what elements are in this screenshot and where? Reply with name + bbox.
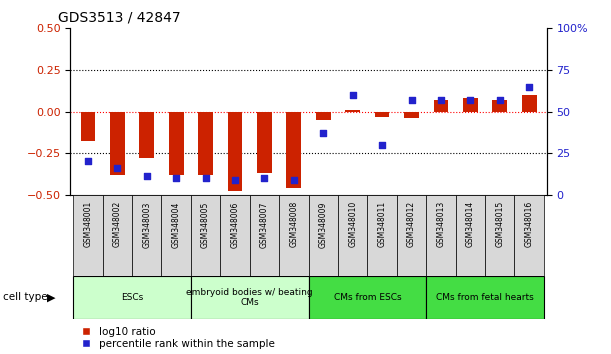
Bar xyxy=(492,100,507,112)
Text: GSM348008: GSM348008 xyxy=(290,201,298,247)
Point xyxy=(289,177,299,183)
Text: CMs from ESCs: CMs from ESCs xyxy=(334,293,401,302)
Text: ▶: ▶ xyxy=(47,292,56,302)
Point xyxy=(171,175,181,181)
Bar xyxy=(191,276,309,319)
Bar xyxy=(198,112,213,175)
Text: cell type: cell type xyxy=(3,292,48,302)
Bar xyxy=(132,195,161,276)
Point xyxy=(495,97,505,103)
Text: embryoid bodies w/ beating
CMs: embryoid bodies w/ beating CMs xyxy=(186,288,313,307)
Text: ESCs: ESCs xyxy=(121,293,143,302)
Text: GDS3513 / 42847: GDS3513 / 42847 xyxy=(58,11,181,25)
Text: GSM348006: GSM348006 xyxy=(230,201,240,247)
Legend: log10 ratio, percentile rank within the sample: log10 ratio, percentile rank within the … xyxy=(76,327,276,349)
Bar xyxy=(309,276,426,319)
Bar xyxy=(404,112,419,118)
Bar xyxy=(463,98,478,112)
Point xyxy=(524,84,534,89)
Text: GSM348001: GSM348001 xyxy=(84,201,92,247)
Bar xyxy=(397,195,426,276)
Point xyxy=(200,175,210,181)
Text: CMs from fetal hearts: CMs from fetal hearts xyxy=(436,293,534,302)
Bar xyxy=(316,112,331,120)
Bar xyxy=(426,276,544,319)
Point xyxy=(83,159,93,164)
Bar xyxy=(522,95,536,112)
Bar xyxy=(73,195,103,276)
Bar xyxy=(191,195,221,276)
Point xyxy=(142,173,152,179)
Bar xyxy=(434,100,448,112)
Bar xyxy=(228,112,243,192)
Bar xyxy=(169,112,183,175)
Point xyxy=(436,97,446,103)
Bar xyxy=(287,112,301,188)
Point xyxy=(318,130,328,136)
Point xyxy=(112,165,122,171)
Bar xyxy=(73,276,191,319)
Point xyxy=(230,177,240,183)
Point xyxy=(466,97,475,103)
Text: GSM348012: GSM348012 xyxy=(407,201,416,247)
Text: GSM348014: GSM348014 xyxy=(466,201,475,247)
Bar xyxy=(221,195,250,276)
Point xyxy=(260,175,269,181)
Text: GSM348009: GSM348009 xyxy=(319,201,327,247)
Bar xyxy=(456,195,485,276)
Bar xyxy=(250,195,279,276)
Bar xyxy=(279,195,309,276)
Bar xyxy=(257,112,272,173)
Point xyxy=(407,97,417,103)
Bar xyxy=(375,112,389,116)
Text: GSM348011: GSM348011 xyxy=(378,201,387,247)
Bar xyxy=(345,110,360,112)
Bar xyxy=(367,195,397,276)
Text: GSM348004: GSM348004 xyxy=(172,201,181,247)
Bar xyxy=(110,112,125,175)
Bar xyxy=(485,195,514,276)
Point xyxy=(377,142,387,148)
Text: GSM348015: GSM348015 xyxy=(496,201,504,247)
Text: GSM348005: GSM348005 xyxy=(201,201,210,247)
Text: GSM348010: GSM348010 xyxy=(348,201,357,247)
Bar xyxy=(161,195,191,276)
Text: GSM348003: GSM348003 xyxy=(142,201,152,247)
Bar xyxy=(139,112,154,158)
Bar xyxy=(514,195,544,276)
Text: GSM348016: GSM348016 xyxy=(525,201,533,247)
Point xyxy=(348,92,357,98)
Bar xyxy=(81,112,95,142)
Bar xyxy=(103,195,132,276)
Bar xyxy=(309,195,338,276)
Text: GSM348013: GSM348013 xyxy=(436,201,445,247)
Text: GSM348002: GSM348002 xyxy=(113,201,122,247)
Bar xyxy=(338,195,367,276)
Text: GSM348007: GSM348007 xyxy=(260,201,269,247)
Bar xyxy=(426,195,456,276)
